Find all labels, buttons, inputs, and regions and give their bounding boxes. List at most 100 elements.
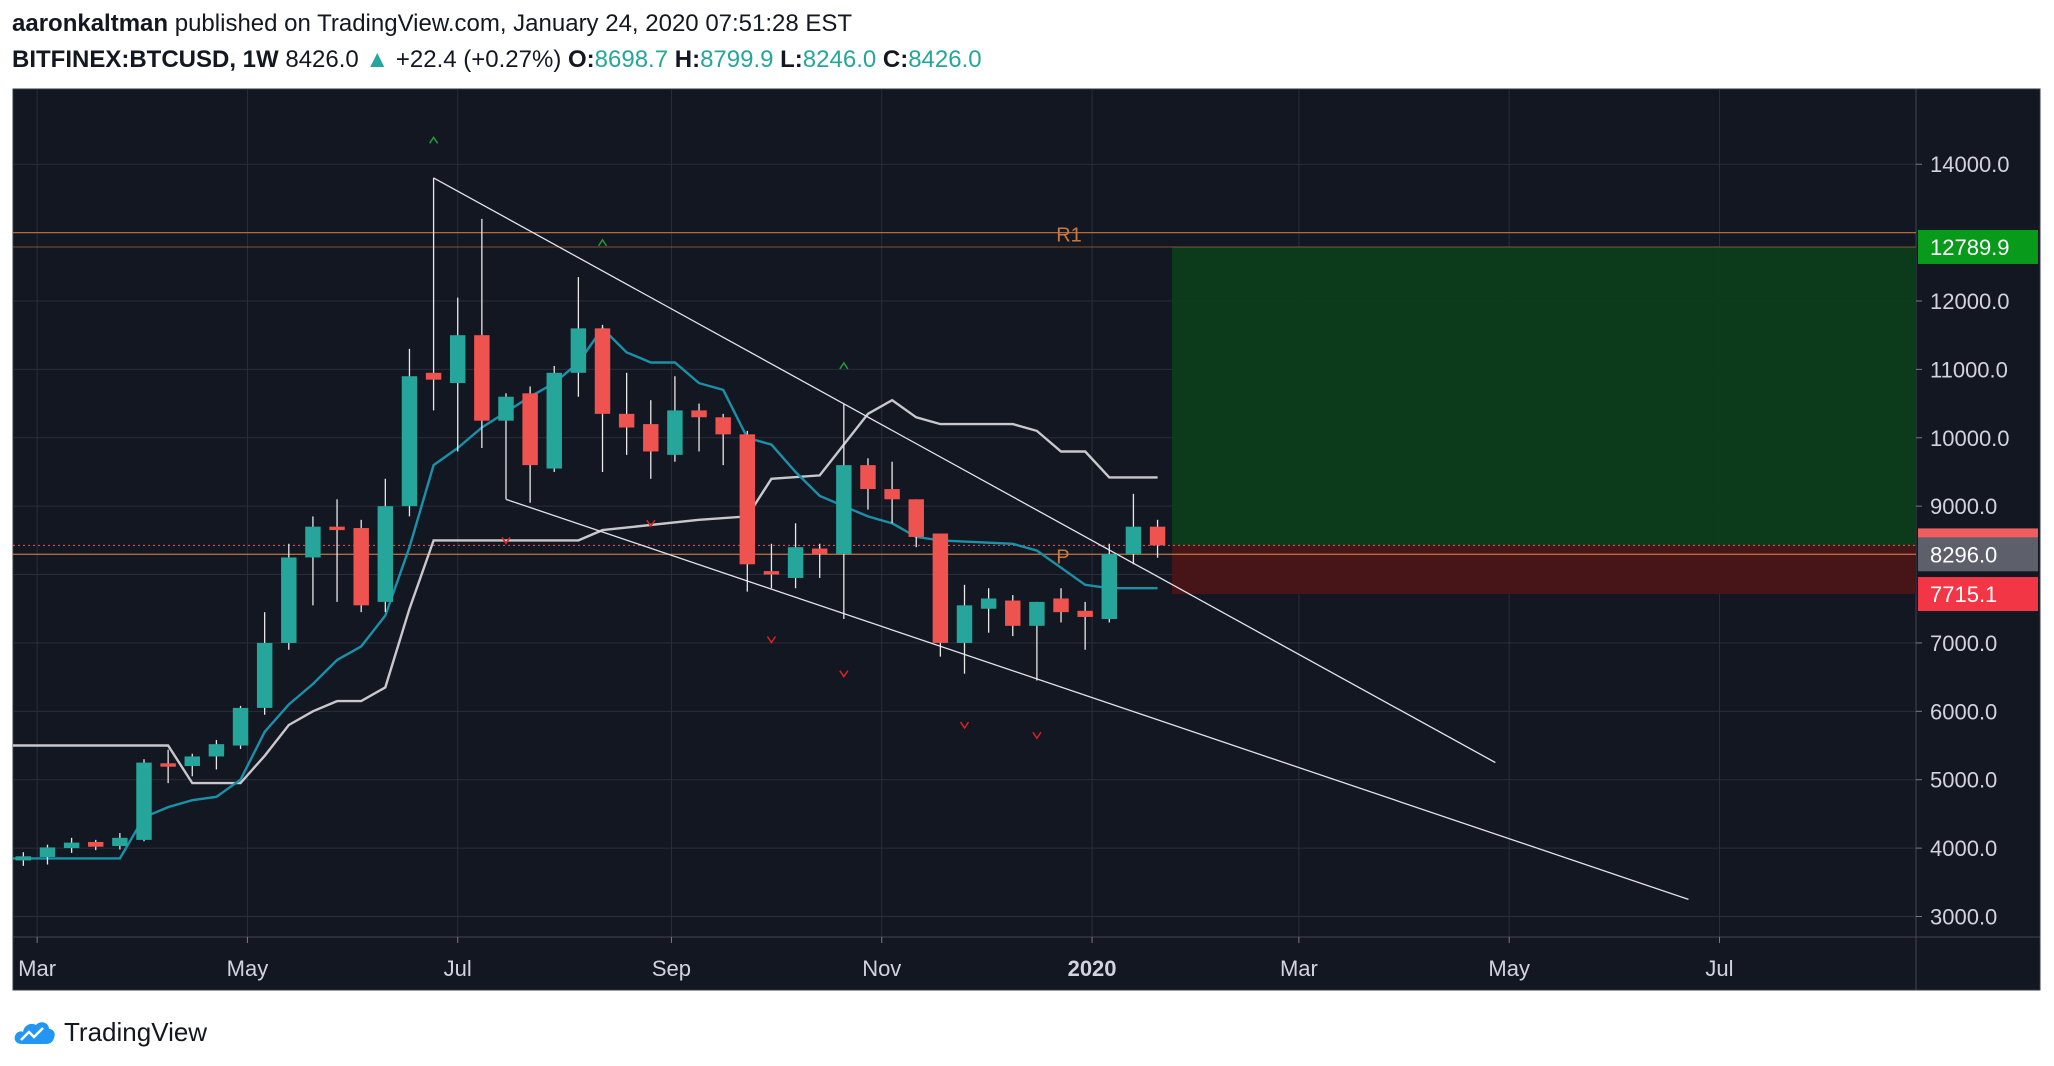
candle-body	[305, 526, 321, 558]
candle-body	[256, 642, 273, 708]
candle-body	[425, 372, 442, 380]
candle	[932, 533, 949, 657]
close-label: C:	[882, 46, 909, 73]
price-axis-label: 5000.0	[1930, 768, 1997, 793]
candle	[63, 837, 80, 853]
candle	[498, 393, 514, 500]
candle	[522, 386, 538, 503]
price-axis-label: 3000.0	[1930, 904, 1997, 929]
symbol-line: BITFINEX:BTCUSD, 1W 8426.0 ▲ +22.4 (+0.2…	[12, 46, 982, 74]
position-loss-zone	[1172, 545, 1916, 595]
candle-body	[643, 424, 659, 452]
time-axis-label: May	[1488, 956, 1530, 981]
price-axis-label: 9000.0	[1930, 494, 1997, 519]
symbol-name: BITFINEX:BTCUSD, 1W	[12, 46, 279, 73]
time-axis-label: May	[227, 956, 269, 981]
candle-body	[1005, 600, 1021, 626]
open-value: 8698.7	[594, 46, 669, 73]
price-axis-label: 14000.0	[1930, 152, 2010, 177]
candle-body	[450, 335, 466, 384]
candle	[643, 400, 659, 479]
candle	[1005, 595, 1021, 637]
candle	[618, 372, 635, 455]
publish-line: aaronkaltman published on TradingView.co…	[12, 10, 852, 38]
price-axis-label: 4000.0	[1930, 836, 1997, 861]
trendline-1	[433, 177, 1496, 764]
price-axis-label: 12000.0	[1930, 289, 2010, 314]
chart-border	[12, 88, 2041, 991]
sell-signal-marker	[501, 536, 511, 545]
low-value: 8246.0	[802, 46, 877, 73]
candle	[88, 839, 104, 851]
time-axis-label: 2020	[1068, 956, 1117, 981]
candle	[715, 413, 731, 466]
price-axis-label: 11000.0	[1930, 357, 2008, 382]
candle	[739, 430, 756, 592]
cloud-logo-icon	[14, 1022, 55, 1044]
price-axis-label: 10000.0	[1930, 426, 2010, 451]
candle	[884, 461, 900, 524]
candle-body	[715, 417, 731, 435]
candle-body	[1029, 601, 1045, 626]
sell-signal-marker	[766, 636, 777, 644]
candle-body	[860, 465, 876, 490]
candle	[1053, 588, 1069, 623]
time-axis-label: Mar	[1280, 956, 1318, 981]
last-price: 8426.0	[285, 46, 359, 73]
author-name[interactable]: aaronkaltman	[12, 10, 169, 37]
candle	[329, 499, 345, 602]
candle-body	[691, 410, 707, 418]
buy-signal-marker	[839, 361, 849, 370]
candle	[232, 705, 249, 749]
candle-body	[15, 856, 32, 861]
buy-signal-marker	[597, 238, 608, 247]
candle-body	[787, 547, 804, 578]
price-tag-label: 12789.9	[1930, 235, 2010, 260]
time-axis-label: Mar	[18, 956, 56, 981]
candle-body	[980, 598, 997, 609]
pivot-label-p: P	[1056, 546, 1069, 568]
price-tag-bg	[1918, 229, 2038, 264]
candle	[546, 365, 562, 472]
candle-body	[932, 533, 949, 643]
candle-body	[763, 571, 780, 575]
footer-brand: TradingView	[64, 1016, 208, 1047]
candle-body	[884, 489, 900, 500]
high-label: H:	[674, 46, 701, 73]
candle-body	[836, 465, 852, 555]
candle	[787, 523, 804, 589]
candle-body	[329, 526, 345, 531]
candle	[570, 277, 587, 397]
candle-body	[498, 396, 514, 421]
candle	[908, 499, 924, 548]
candle-body	[112, 837, 128, 847]
candle	[281, 543, 297, 650]
candle-body	[63, 842, 80, 849]
tradingview-logo[interactable]: TradingView	[12, 1012, 207, 1052]
candle-body	[1149, 526, 1166, 546]
candle-body	[474, 335, 490, 421]
candle	[1149, 519, 1166, 558]
price-axis-label: 7000.0	[1930, 631, 1997, 656]
candle	[1125, 493, 1142, 565]
candle	[208, 740, 225, 770]
sell-signal-marker	[839, 670, 849, 679]
candle-body	[160, 763, 176, 767]
high-value: 8799.9	[700, 46, 774, 73]
price-tag-label: 7715.1	[1930, 582, 1997, 607]
candle-body	[1101, 554, 1118, 619]
price-axis-label: 6000.0	[1930, 699, 1997, 724]
candle	[377, 478, 394, 613]
low-label: L:	[780, 46, 803, 73]
candle-body	[88, 841, 104, 847]
candle-body	[353, 528, 369, 606]
candle	[39, 844, 56, 865]
sell-signal-marker	[959, 721, 970, 730]
candle-body	[401, 376, 418, 507]
candle-body	[811, 548, 828, 555]
published-text: published on TradingView.com, January 24…	[174, 10, 853, 37]
candle-body	[667, 410, 683, 455]
candle	[401, 348, 418, 517]
buy-signal-marker	[428, 135, 439, 144]
